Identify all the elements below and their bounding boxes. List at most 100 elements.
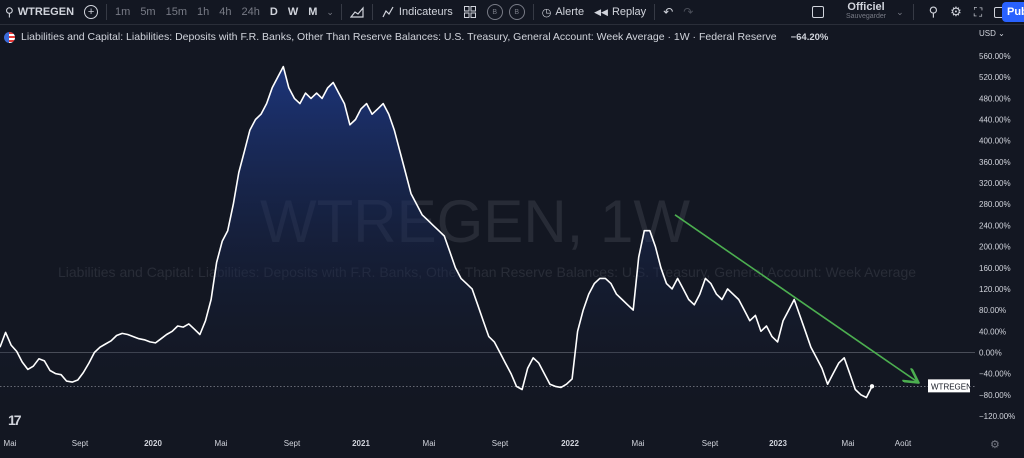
x-tick-label: Mai xyxy=(842,439,855,448)
y-tick-label: 240.00% xyxy=(979,221,1011,230)
x-tick-label: Mai xyxy=(215,439,228,448)
y-tick-label: 360.00% xyxy=(979,158,1011,167)
fullscreen-icon[interactable]: ⛶ xyxy=(973,4,983,19)
timeframe-1m[interactable]: 1m xyxy=(115,6,131,18)
top-toolbar: ⚲ WTREGEN + 1m 5m 15m 1h 4h 24h D W M ⌄ Indicate… xyxy=(0,0,1024,25)
y-tick-label: 160.00% xyxy=(979,264,1011,273)
undo-icon: ↶ xyxy=(663,5,674,19)
area-chart-icon xyxy=(349,6,364,18)
trendline-arrow[interactable] xyxy=(674,214,917,382)
y-tick-label: 280.00% xyxy=(979,200,1011,209)
x-tick-label: Sept xyxy=(702,439,719,448)
x-tick-label: Sept xyxy=(72,439,89,448)
timeframe-15m[interactable]: 15m xyxy=(165,6,187,18)
currency-label[interactable]: USD ⌄ xyxy=(979,29,1005,38)
x-tick-label: Mai xyxy=(4,439,17,448)
x-tick-label: Sept xyxy=(492,439,509,448)
y-tick-label: 40.00% xyxy=(979,327,1006,336)
quick-search-icon[interactable]: ⚲ xyxy=(928,4,939,19)
last-value-tag-label: WTREGEN xyxy=(931,382,972,391)
x-tick-label: 2023 xyxy=(769,439,787,448)
x-tick-label: Mai xyxy=(632,439,645,448)
timeframe-5m[interactable]: 5m xyxy=(140,6,156,18)
save-title: Officiel xyxy=(847,1,885,13)
redo-button[interactable]: ↷ xyxy=(678,0,698,24)
axis-settings-icon[interactable]: ⚙ xyxy=(990,439,1000,451)
y-tick-label: 560.00% xyxy=(979,52,1011,61)
legend-title[interactable]: Liabilities and Capital: Liabilities: De… xyxy=(21,31,777,43)
legend-value: −64.20% xyxy=(790,31,829,43)
indicators-label: Indicateurs xyxy=(398,6,453,18)
x-tick-label: Mai xyxy=(423,439,436,448)
timeframe-w[interactable]: W xyxy=(287,6,299,18)
layout-checkbox-icon[interactable] xyxy=(812,6,824,18)
series-end-point xyxy=(869,384,875,389)
y-tick-label: −40.00% xyxy=(979,370,1011,379)
y-tick-label: 520.00% xyxy=(979,73,1011,82)
timeframe-4h[interactable]: 4h xyxy=(219,6,232,18)
timeframe-m[interactable]: M xyxy=(308,6,318,18)
alert-label: Alerte xyxy=(555,6,585,18)
redo-icon: ↷ xyxy=(683,5,694,19)
publish-button[interactable]: Pub xyxy=(1002,2,1024,22)
replay-button[interactable]: ◀◀ Replay xyxy=(589,0,651,24)
plus-circle-icon: + xyxy=(84,5,99,19)
y-tick-label: 80.00% xyxy=(979,306,1006,315)
y-tick-label: 120.00% xyxy=(979,285,1011,294)
us-flag-icon xyxy=(4,31,15,43)
symbol-label: WTREGEN xyxy=(17,6,75,18)
undo-button[interactable]: ↶ xyxy=(658,0,678,24)
divider xyxy=(532,4,534,20)
chart-area[interactable]: WTREGEN, 1W Liabilities and Capital: Lia… xyxy=(0,24,1024,458)
y-tick-label: 0.00% xyxy=(979,348,1002,357)
watermark-description: Liabilities and Capital: Liabilities: De… xyxy=(58,264,916,280)
chevron-down-icon[interactable]: ⌄ xyxy=(896,6,904,17)
tradingview-logo: 17 xyxy=(8,412,22,428)
layouts-button[interactable] xyxy=(458,0,482,24)
alert-button[interactable]: ◷ Alerte xyxy=(537,0,589,24)
series-area-fill xyxy=(0,66,872,411)
x-tick-label: Sept xyxy=(284,439,301,448)
save-layout-button[interactable]: Officiel Sauvegarder xyxy=(846,2,886,22)
y-tick-label: 480.00% xyxy=(979,94,1011,103)
compare-button[interactable]: + xyxy=(79,0,103,24)
timeframe-selector: 1m 5m 15m 1h 4h 24h D W M xyxy=(110,6,322,18)
timeframe-d[interactable]: D xyxy=(269,6,278,18)
y-tick-label: 440.00% xyxy=(979,116,1011,125)
series-line xyxy=(0,65,873,399)
grid-icon xyxy=(463,6,476,18)
divider xyxy=(371,4,373,20)
last-value-tag xyxy=(928,379,970,393)
y-tick-label: 400.00% xyxy=(979,137,1011,146)
divider xyxy=(340,4,342,20)
chart-type-button[interactable] xyxy=(345,0,369,24)
timeframe-24h[interactable]: 24h xyxy=(241,6,260,18)
x-tick-label: Août xyxy=(895,439,912,448)
circle-buttons: B B xyxy=(482,0,530,24)
y-tick-label: −120.00% xyxy=(979,412,1015,421)
circle-button-2[interactable]: B xyxy=(508,4,525,20)
replay-label: Replay xyxy=(611,6,647,18)
x-tick-label: 2020 xyxy=(144,439,162,448)
symbol-search[interactable]: ⚲ WTREGEN xyxy=(0,0,79,24)
search-icon: ⚲ xyxy=(5,5,14,19)
alarm-clock-icon: ◷ xyxy=(541,6,552,19)
divider xyxy=(654,4,656,20)
x-tick-label: 2021 xyxy=(352,439,370,448)
y-tick-label: −80.00% xyxy=(979,391,1011,400)
divider xyxy=(106,4,108,20)
rewind-icon: ◀◀ xyxy=(594,6,608,17)
circle-button-1[interactable]: B xyxy=(486,4,503,20)
chevron-down-icon[interactable]: ⌄ xyxy=(326,6,334,17)
save-subtitle: Sauvegarder xyxy=(846,13,887,20)
timeframe-1h[interactable]: 1h xyxy=(197,6,210,18)
indicators-button[interactable]: Indicateurs xyxy=(376,0,458,24)
y-tick-label: 320.00% xyxy=(979,179,1011,188)
x-tick-label: 2022 xyxy=(561,439,579,448)
y-tick-label: 200.00% xyxy=(979,243,1011,252)
divider xyxy=(912,4,914,20)
series-legend: Liabilities and Capital: Liabilities: De… xyxy=(4,31,828,43)
indicators-icon xyxy=(382,6,394,18)
gear-icon[interactable]: ⚙ xyxy=(950,4,962,19)
right-toolbar: Officiel Sauvegarder ⌄ ⚲ ⚙ ⛶ xyxy=(812,0,1009,24)
